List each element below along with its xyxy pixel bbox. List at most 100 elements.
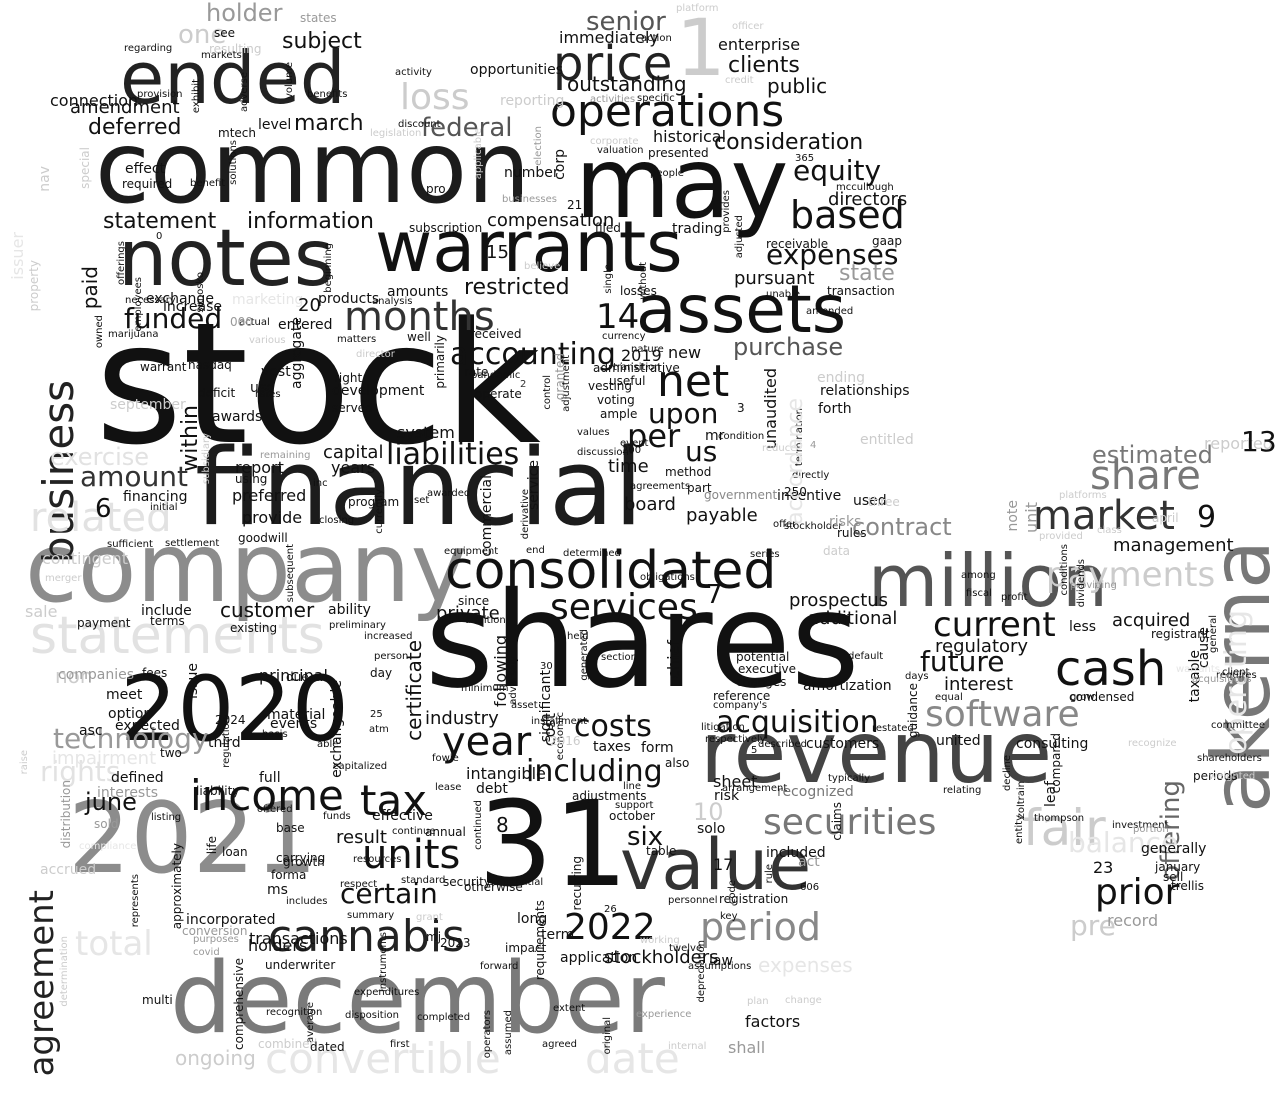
cloud-word: 2023	[440, 936, 471, 950]
cloud-word: action	[641, 33, 672, 44]
cloud-word: upon	[648, 397, 719, 430]
cloud-word: statements	[30, 606, 325, 666]
cloud-word: 250	[784, 485, 807, 499]
cloud-word: valuation	[597, 145, 644, 156]
cloud-word: served	[332, 401, 373, 415]
cloud-word: units	[362, 832, 461, 878]
cloud-word: arrangement	[722, 783, 788, 794]
cloud-word: fowle	[432, 753, 459, 764]
cloud-word: certain	[340, 877, 438, 910]
cloud-word: costs	[574, 709, 652, 744]
cloud-word: consolidated	[445, 541, 777, 601]
cloud-word: acquisition	[716, 705, 879, 740]
cloud-word: people	[650, 168, 684, 179]
cloud-word: vesting	[588, 379, 632, 393]
cloud-word: financial	[195, 426, 644, 549]
cloud-word: program	[348, 495, 400, 509]
cloud-word: clients	[728, 53, 800, 78]
cloud-word: listing	[151, 812, 182, 823]
cloud-word: entered	[278, 317, 333, 333]
cloud-word: adverse	[239, 72, 250, 113]
cloud-word: due	[286, 670, 309, 684]
cloud-word: taxes	[593, 739, 631, 755]
cloud-word: mr	[705, 428, 725, 444]
cloud-word: capitalized	[333, 761, 388, 772]
cloud-word: contract	[852, 513, 952, 541]
cloud-word: 4	[810, 440, 817, 451]
cloud-word: default	[848, 651, 884, 662]
cloud-word: legislation	[370, 128, 422, 139]
cloud-word: mj	[426, 930, 442, 944]
cloud-word: resulting	[209, 42, 262, 56]
cloud-word: consideration	[714, 130, 864, 155]
cloud-word: grow	[1070, 692, 1095, 703]
cloud-word: estimated	[1092, 441, 1213, 469]
cloud-word: applicable	[473, 128, 484, 180]
cloud-word: effect	[125, 161, 166, 177]
cloud-word: continued	[473, 800, 484, 850]
cloud-word: covid	[193, 947, 220, 958]
cloud-word: respect	[340, 879, 378, 890]
cloud-word: 9	[1197, 500, 1217, 535]
cloud-word: increase	[163, 299, 223, 315]
cloud-word: effective	[372, 808, 433, 824]
cloud-word: reporting	[500, 93, 565, 109]
cloud-word: completed	[417, 1012, 471, 1023]
cloud-word: nav	[37, 166, 53, 192]
cloud-word: 3	[737, 401, 745, 415]
cloud-word: paid	[78, 266, 102, 310]
cloud-word: events	[270, 716, 318, 732]
cloud-word: future	[920, 645, 1005, 678]
cloud-word: total	[75, 924, 153, 964]
cloud-word: trading	[672, 221, 723, 237]
cloud-word: months	[344, 294, 495, 340]
cloud-word: executive	[738, 662, 797, 676]
cloud-word: sold	[94, 817, 119, 831]
cloud-word: summary	[347, 910, 395, 921]
cloud-word: market	[1033, 493, 1175, 539]
cloud-word: 5	[751, 745, 758, 756]
cloud-word: platforms	[1059, 490, 1107, 501]
cloud-word: amortization	[803, 678, 892, 694]
cloud-word: deficit	[198, 386, 236, 400]
cloud-word: pandemic	[471, 370, 521, 381]
cloud-word: incorporated	[186, 912, 276, 928]
cloud-word: march	[294, 111, 364, 136]
cloud-word: 25	[370, 709, 383, 720]
cloud-word: potential	[736, 650, 790, 664]
cloud-word: requirements	[533, 900, 547, 981]
cloud-word: continue	[392, 826, 436, 837]
cloud-word: nature	[631, 344, 664, 355]
cloud-word: report	[235, 458, 284, 477]
cloud-word: 606	[800, 882, 820, 893]
cloud-word: preliminary	[329, 620, 386, 631]
cloud-word: committee	[1211, 720, 1266, 731]
cloud-word: warrants	[375, 206, 683, 288]
cloud-word: shareholders	[1197, 753, 1262, 764]
cloud-word: state	[839, 261, 895, 286]
cloud-word: adjustments	[572, 789, 647, 803]
cloud-word: weighted	[1209, 771, 1256, 782]
cloud-word: approximately	[170, 843, 184, 930]
cloud-word: determination	[59, 936, 70, 1007]
cloud-word: end	[526, 545, 545, 556]
cloud-word: accounting	[450, 337, 616, 372]
cloud-word: outstanding	[567, 72, 687, 96]
cloud-word: line	[623, 781, 642, 792]
cloud-word: specific	[637, 93, 675, 104]
cloud-word: pursuant	[734, 268, 815, 289]
cloud-word: 31	[478, 775, 629, 913]
cloud-word: receivable	[766, 237, 829, 251]
cloud-word: impairment	[52, 748, 157, 769]
cloud-word: awards	[212, 409, 263, 425]
cloud-word: statement	[103, 209, 217, 234]
cloud-word: companies	[58, 667, 135, 683]
cloud-word: form	[641, 740, 674, 756]
cloud-word: ending	[817, 370, 866, 386]
cloud-word: relating	[943, 785, 982, 796]
cloud-word: assets	[636, 271, 847, 348]
cloud-word: life	[205, 836, 219, 855]
cloud-word: fees	[142, 666, 168, 680]
cloud-word: 200	[622, 445, 642, 456]
cloud-word: assumptions	[688, 961, 752, 972]
